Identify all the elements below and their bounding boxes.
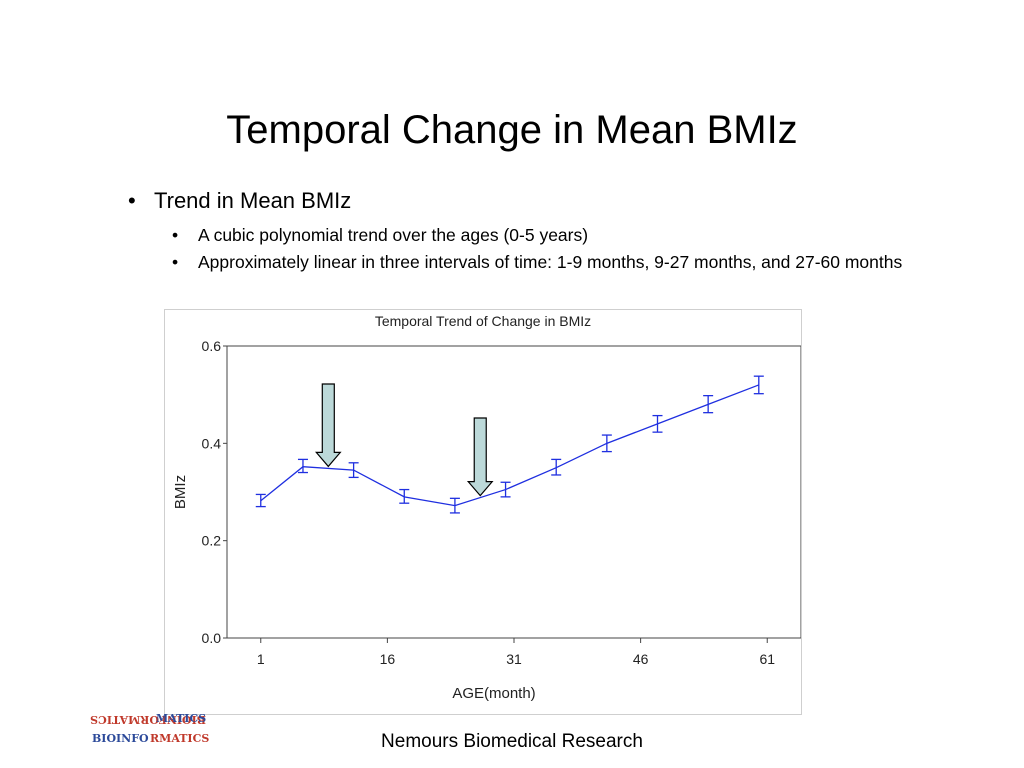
x-tick-label: 16 — [380, 651, 396, 667]
down-arrow-annotation — [466, 417, 494, 497]
chart-title: Temporal Trend of Change in BMIz — [375, 313, 591, 329]
y-tick-label: 0.6 — [202, 338, 222, 354]
y-tick-label: 0.4 — [202, 435, 222, 451]
slide-title: Temporal Change in Mean BMIz — [226, 108, 798, 152]
x-tick-label: 46 — [633, 651, 649, 667]
svg-text:BIOINFO: BIOINFO — [92, 732, 149, 745]
y-axis-label: BMIz — [172, 475, 189, 509]
plot-area — [226, 345, 801, 639]
bmiz-trend-chart: Temporal Trend of Change in BMIz 0.0 0.2 0.… — [172, 313, 801, 702]
sub-bullet-cubic: A cubic polynomial trend over the ages (… — [172, 224, 918, 246]
down-arrow-annotation — [314, 383, 342, 468]
svg-text:RMATICS: RMATICS — [150, 732, 209, 745]
svg-text:MATICS: MATICS — [156, 712, 206, 725]
svg-text:BIOINFORMATICS: BIOINFORMATICS — [90, 713, 206, 726]
mean-bmiz-line — [260, 384, 760, 507]
x-axis-label: AGE(month) — [452, 685, 535, 702]
bioinformatics-logo: BIOINFORMATICS BIOINFO RMATICS MATICS — [90, 712, 209, 745]
bullet-trend: Trend in Mean BMIz — [128, 186, 918, 216]
sub-bullet-list: A cubic polynomial trend over the ages (… — [128, 224, 918, 273]
chart-panel: Temporal Trend of Change in BMIz 0.0 0.2 0.… — [164, 309, 802, 715]
y-tick-label: 0.0 — [202, 630, 222, 646]
footer-org: Nemours Biomedical Research — [381, 731, 643, 752]
sub-bullet-linear: Approximately linear in three intervals … — [172, 251, 918, 273]
x-tick-label: 31 — [506, 651, 522, 667]
y-tick-label: 0.2 — [202, 533, 222, 549]
bullet-list: Trend in Mean BMIz A cubic polynomial tr… — [128, 186, 918, 278]
x-tick-label: 1 — [257, 651, 265, 667]
x-tick-label: 61 — [759, 651, 775, 667]
